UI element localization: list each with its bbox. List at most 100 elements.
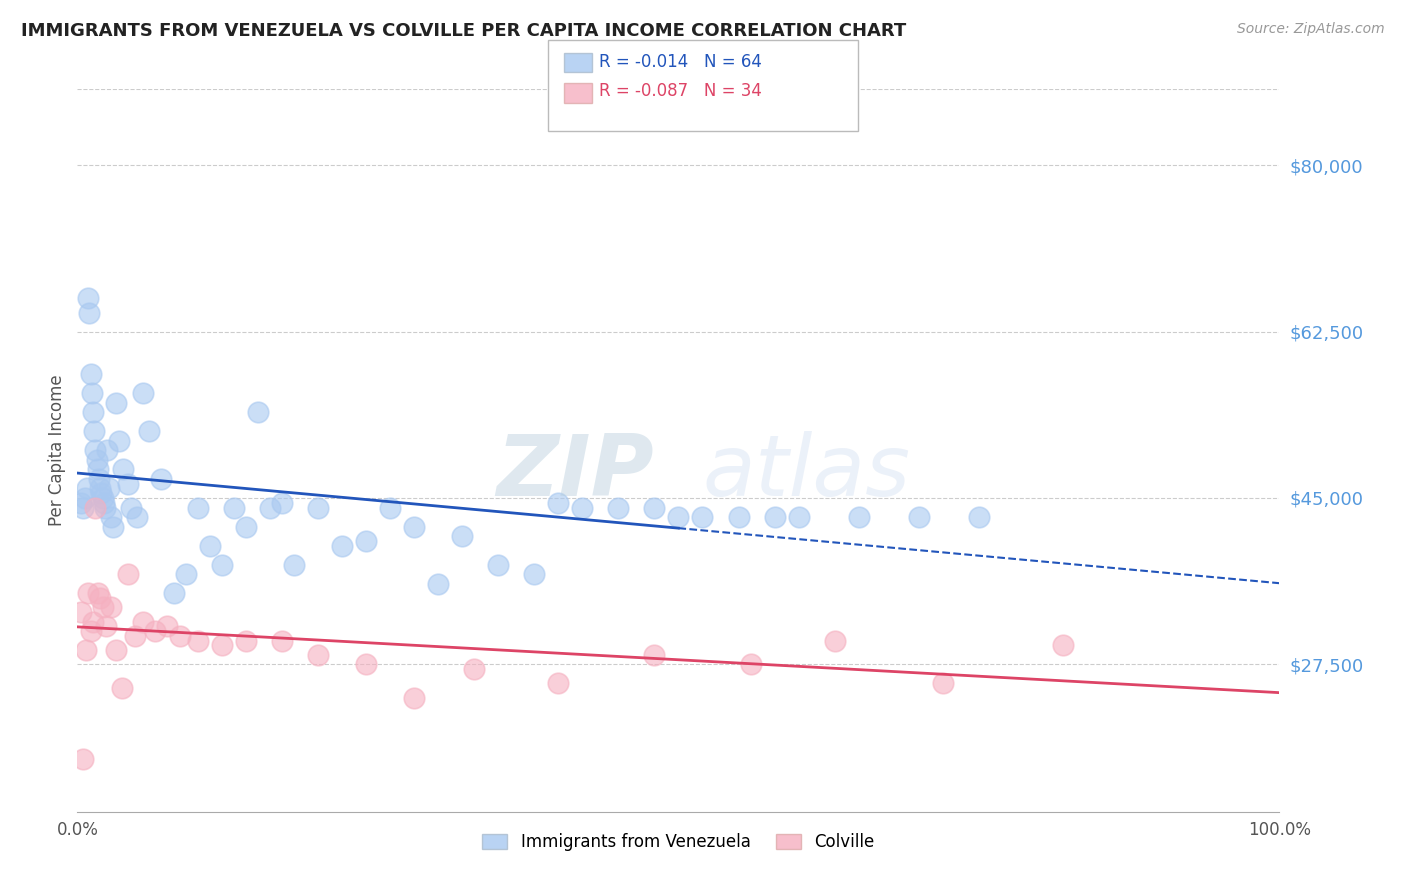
Text: R = -0.087   N = 34: R = -0.087 N = 34 (599, 82, 762, 100)
Point (72, 500, 94, 515)
Point (82, 405, 104, 419)
Point (79, 368, 101, 382)
Point (740, 657, 762, 672)
Point (91, 600, 114, 615)
Point (486, 558, 509, 572)
Point (259, 500, 281, 515)
Point (132, 615, 155, 629)
Point (378, 500, 401, 515)
Point (104, 396, 127, 410)
Point (77, 291, 100, 305)
Point (127, 510, 149, 524)
Point (83, 425, 105, 439)
Point (222, 500, 245, 515)
Point (270, 496, 292, 510)
Point (103, 519, 125, 533)
Point (124, 629, 146, 643)
Point (70, 605, 93, 619)
Point (451, 529, 474, 543)
Point (132, 386, 155, 401)
Point (330, 539, 353, 553)
Point (79, 624, 101, 639)
Point (76, 482, 98, 496)
Point (824, 633, 846, 648)
Point (145, 624, 167, 639)
Point (100, 600, 122, 615)
Point (150, 472, 173, 486)
Point (643, 648, 665, 662)
Point (111, 462, 134, 476)
Point (523, 567, 546, 582)
Point (174, 567, 197, 582)
Point (89, 591, 111, 605)
Text: ZIP: ZIP (496, 431, 654, 514)
Point (117, 476, 139, 491)
Point (354, 657, 377, 672)
Point (90, 486, 112, 500)
Point (80, 386, 103, 401)
Point (211, 558, 233, 572)
Point (727, 510, 749, 524)
Point (402, 519, 425, 533)
Point (82, 615, 104, 629)
Point (607, 500, 630, 515)
Point (571, 500, 593, 515)
Text: atlas: atlas (703, 431, 911, 514)
Text: Source: ZipAtlas.com: Source: ZipAtlas.com (1237, 22, 1385, 37)
Point (87, 462, 110, 476)
Point (138, 425, 160, 439)
Point (270, 633, 292, 648)
Point (162, 586, 184, 600)
Point (117, 567, 139, 582)
Point (100, 510, 122, 524)
Point (70, 496, 93, 510)
Legend: Immigrants from Venezuela, Colville: Immigrants from Venezuela, Colville (475, 826, 882, 857)
Point (427, 576, 450, 591)
Point (79, 305, 101, 319)
Point (235, 633, 257, 648)
Point (787, 510, 810, 524)
Point (692, 510, 714, 524)
Point (111, 681, 134, 695)
Point (186, 633, 209, 648)
Point (463, 662, 485, 676)
Point (75, 643, 97, 657)
Point (73, 491, 96, 505)
Point (89, 482, 111, 496)
Point (94, 500, 117, 515)
Text: IMMIGRANTS FROM VENEZUELA VS COLVILLE PER CAPITA INCOME CORRELATION CHART: IMMIGRANTS FROM VENEZUELA VS COLVILLE PE… (21, 22, 907, 40)
Point (77, 586, 100, 600)
Point (97, 482, 120, 496)
Point (96, 619, 118, 633)
Point (643, 500, 665, 515)
Point (91, 491, 114, 505)
Point (235, 519, 257, 533)
Point (848, 510, 870, 524)
Point (547, 496, 569, 510)
Y-axis label: Per Capita Income: Per Capita Income (48, 375, 66, 526)
Point (354, 533, 377, 548)
Point (198, 539, 221, 553)
Point (932, 676, 955, 690)
Point (307, 648, 329, 662)
Point (93, 496, 115, 510)
Point (120, 500, 142, 515)
Point (246, 405, 269, 419)
Point (84, 443, 107, 458)
Point (402, 690, 425, 705)
Point (87, 586, 110, 600)
Point (283, 558, 305, 572)
Point (156, 619, 179, 633)
Point (169, 629, 191, 643)
Point (108, 434, 131, 448)
Point (72, 752, 94, 766)
Point (1052, 638, 1074, 652)
Point (84, 500, 107, 515)
Text: R = -0.014   N = 64: R = -0.014 N = 64 (599, 53, 762, 70)
Point (96, 443, 118, 458)
Point (104, 643, 127, 657)
Point (763, 510, 786, 524)
Point (908, 510, 931, 524)
Point (86, 453, 108, 467)
Point (211, 638, 233, 652)
